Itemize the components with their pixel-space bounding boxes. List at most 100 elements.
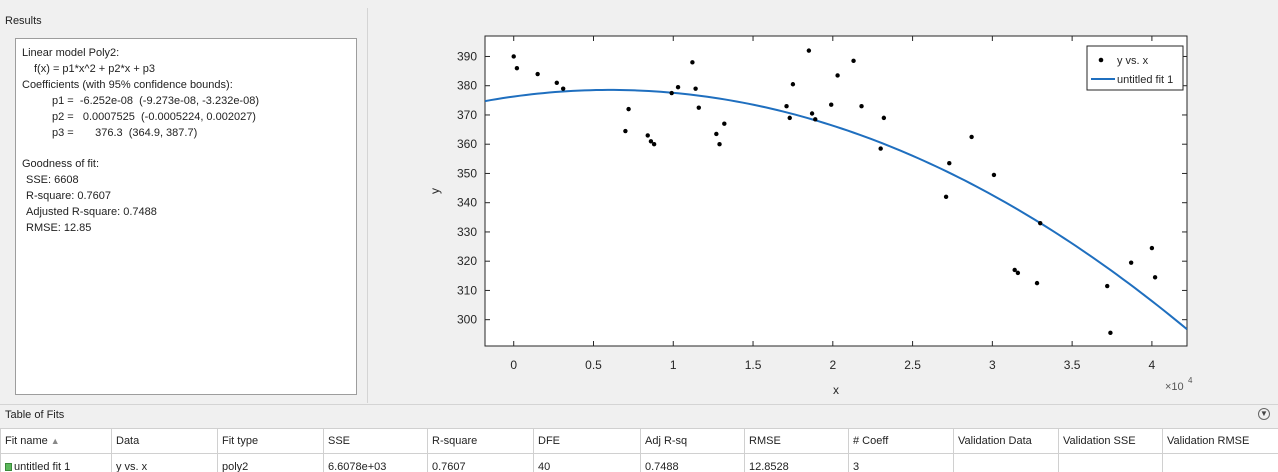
plot-panel[interactable]: 300 310 320 330 340 350 360 370 380 390 0 0.5 1 1.5 2 2…	[369, 8, 1278, 403]
coefficient-p3: p3 = 376.3 (364.9, 387.7)	[52, 127, 198, 139]
y-tick-label: 300	[457, 313, 477, 327]
cell-rmse: 12.8528	[744, 453, 849, 472]
column-header-adj-r-sq[interactable]: Adj R-sq	[640, 428, 745, 454]
coefficient-p2: p2 = 0.0007525 (-0.0005224, 0.002027)	[52, 111, 256, 123]
data-point	[623, 128, 628, 134]
data-point	[693, 86, 698, 91]
data-point	[690, 60, 695, 65]
data-point	[851, 58, 856, 64]
coefficient-p1: p1 = -6.252e-08 (-9.273e-08, -3.232e-08)	[52, 95, 259, 107]
y-tick-label: 390	[457, 49, 477, 63]
results-panel: Results Linear model Poly2: f(x) = p1*x^…	[0, 8, 368, 403]
goodness-of-fit-header: Goodness of fit:	[22, 158, 100, 170]
data-point	[511, 54, 516, 59]
data-point	[535, 71, 540, 77]
column-header-validation-data[interactable]: Validation Data	[953, 428, 1059, 454]
results-panel-title: Results	[5, 15, 42, 27]
data-point	[696, 105, 701, 110]
column-header-rmse[interactable]: RMSE	[744, 428, 849, 454]
gof-r-square: R-square: 0.7607	[26, 190, 111, 202]
data-point	[943, 194, 949, 200]
data-point	[859, 103, 864, 109]
x-tick-label: 3.5	[1064, 358, 1081, 372]
column-header-r-square[interactable]: R-square	[427, 428, 534, 454]
model-formula: f(x) = p1*x^2 + p2*x + p3	[34, 63, 156, 75]
cell-validation-sse	[1058, 453, 1163, 472]
gof-rmse: RMSE: 12.85	[26, 222, 92, 234]
coefficients-header: Coefficients (with 95% confidence bounds…	[22, 79, 233, 91]
data-point	[806, 48, 812, 53]
fit-plot[interactable]: 300 310 320 330 340 350 360 370 380 390 0 0.5 1 1.5 2 2…	[369, 8, 1278, 403]
data-point	[1128, 260, 1134, 265]
data-point	[1105, 283, 1110, 289]
data-point	[784, 103, 789, 109]
data-point	[1149, 245, 1155, 251]
plot-area	[485, 36, 1187, 346]
x-tick-label: 3	[989, 358, 996, 372]
column-header-data[interactable]: Data	[111, 428, 218, 454]
y-tick-label: 370	[457, 108, 477, 122]
data-point	[675, 84, 681, 90]
cell-dfe: 40	[533, 453, 641, 472]
data-point	[809, 111, 815, 116]
fits-table: Fit name ▲ Data Fit type SSE R-square DFE…	[0, 428, 1278, 472]
data-point	[829, 102, 834, 107]
column-header-validation-rmse[interactable]: Validation RMSE	[1162, 428, 1278, 454]
model-line: Linear model Poly2:	[22, 47, 120, 59]
y-tick-label: 360	[457, 137, 477, 151]
data-point	[554, 80, 559, 85]
data-point	[969, 134, 974, 140]
data-point	[790, 82, 796, 87]
data-point	[1012, 267, 1017, 273]
cell-fit-name[interactable]: untitled fit 1	[0, 453, 112, 472]
y-tick-label: 340	[457, 196, 477, 210]
plot-axes-box	[484, 35, 1188, 347]
x-tick-label: 0	[510, 358, 517, 372]
data-point	[947, 161, 952, 166]
data-point	[560, 86, 566, 91]
cell-validation-rmse	[1162, 453, 1278, 472]
data-point	[787, 115, 792, 121]
data-point	[514, 65, 520, 71]
cell-fit-type: poly2	[217, 453, 324, 472]
legend-label-points: y vs. x	[1117, 55, 1149, 67]
table-of-fits-title: Table of Fits	[5, 409, 65, 421]
cell-sse: 6.6078e+03	[323, 453, 428, 472]
cell-r-square: 0.7607	[427, 453, 534, 472]
data-point	[714, 131, 719, 137]
data-point	[717, 142, 722, 147]
data-point	[835, 73, 840, 78]
data-point	[722, 121, 727, 126]
x-tick-label: 4	[1149, 358, 1156, 372]
column-header-fit-name[interactable]: Fit name ▲	[0, 428, 112, 454]
chevron-down-circle-icon[interactable]: ▼	[1258, 408, 1270, 420]
x-axis-exponent-power: 4	[1188, 376, 1193, 385]
column-header-dfe[interactable]: DFE	[533, 428, 641, 454]
y-axis-label: y	[428, 188, 442, 194]
fit-curve	[485, 88, 1187, 331]
y-tick-label: 320	[457, 254, 477, 268]
x-axis-label: x	[833, 383, 839, 397]
cell-adj-r-sq: 0.7488	[640, 453, 745, 472]
column-header-fit-type[interactable]: Fit type	[217, 428, 324, 454]
data-point	[669, 90, 674, 96]
cell-data: y vs. x	[111, 453, 218, 472]
legend-box	[1086, 45, 1184, 91]
x-axis-exponent: ×10	[1165, 381, 1184, 393]
table-of-fits-panel: Table of Fits ▼ Fit name ▲ Data Fit type …	[0, 404, 1278, 472]
data-point	[626, 106, 631, 112]
gof-sse: SSE: 6608	[26, 174, 79, 186]
fit-status-icon	[5, 463, 12, 471]
column-header-validation-sse[interactable]: Validation SSE	[1058, 428, 1163, 454]
table-row[interactable]: untitled fit 1 y vs. x poly2 6.6078e+03 …	[0, 453, 1278, 472]
column-header-sse[interactable]: SSE	[323, 428, 428, 454]
data-point	[881, 115, 887, 121]
results-text-box[interactable]: Linear model Poly2: f(x) = p1*x^2 + p2*x…	[15, 38, 357, 395]
y-tick-label: 330	[457, 225, 477, 239]
data-point	[648, 139, 654, 144]
data-point	[1038, 220, 1043, 226]
y-tick-label: 310	[457, 283, 477, 297]
data-point	[1108, 330, 1113, 336]
column-header-num-coeff[interactable]: # Coeff	[848, 428, 954, 454]
x-tick-label: 2.5	[904, 358, 921, 372]
